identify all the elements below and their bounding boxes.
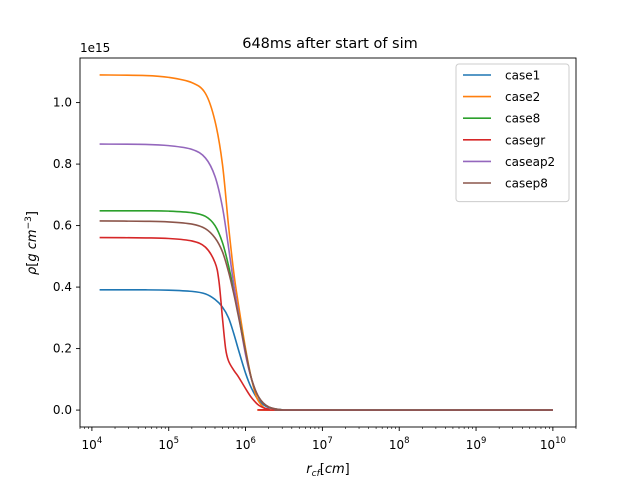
x-axis-ticks: 104 105 106 107 108 109 1010: [79, 427, 577, 452]
chart-title: 648ms after start of sim: [242, 36, 418, 52]
legend-label-case8: case8: [505, 112, 540, 126]
x-axis-label: rcf[cm]: [306, 462, 349, 479]
legend-label-case2: case2: [505, 90, 540, 104]
x-tick-label: 106: [235, 436, 256, 452]
plot-frame: [79, 57, 577, 428]
x-tick-label: 108: [389, 436, 410, 452]
y-tick-label: 0.6: [53, 219, 72, 233]
x-tick-label: 107: [312, 436, 333, 452]
legend: case1 case2 case8 casegr caseap2 casep8: [455, 63, 570, 203]
legend-label-casep8: casep8: [505, 177, 548, 191]
y-tick-label: 0.8: [53, 157, 72, 171]
series-line-casegr: [99, 236, 553, 411]
x-tick-label: 104: [82, 436, 103, 452]
legend-label-caseap2: caseap2: [505, 155, 555, 169]
plot-lines: [99, 74, 553, 411]
y-tick-label: 0.0: [53, 403, 72, 417]
y-axis-label: ρ[g cm−3]: [24, 211, 40, 275]
x-tick-label: 1010: [540, 436, 566, 452]
y-axis-ticks: 0.0 0.2 0.4 0.6 0.8 1.0: [53, 96, 80, 417]
legend-box: [455, 63, 570, 203]
legend-label-casegr: casegr: [505, 133, 545, 147]
y-offset-label: 1e15: [80, 41, 110, 55]
x-tick-label: 105: [158, 436, 179, 452]
y-tick-label: 0.4: [53, 280, 72, 294]
y-tick-label: 0.2: [53, 342, 72, 356]
x-tick-label: 109: [466, 436, 487, 452]
series-line-casep8: [99, 220, 553, 411]
legend-label-case1: case1: [505, 69, 540, 83]
y-tick-label: 1.0: [53, 96, 72, 110]
